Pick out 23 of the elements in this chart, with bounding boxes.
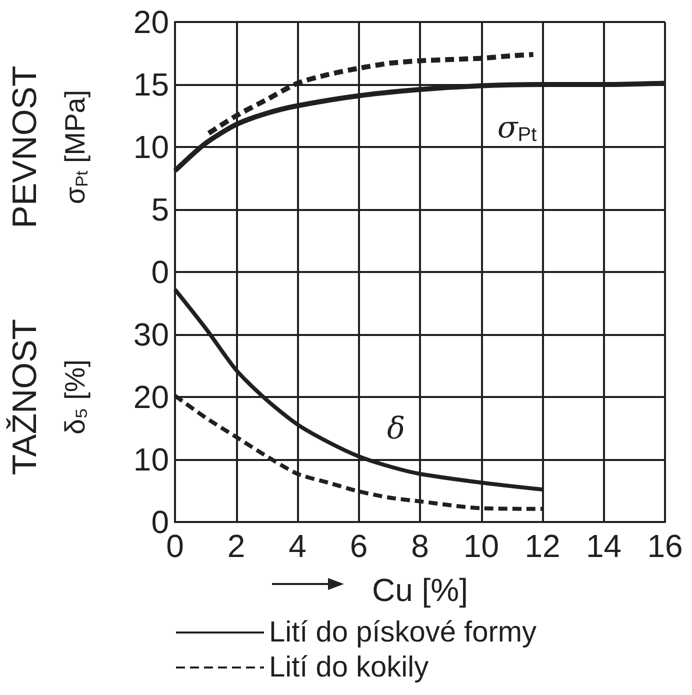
x-tick-label: 6 [350, 528, 368, 564]
x-tick-label: 16 [647, 528, 683, 564]
y-axis-title: TAŽNOST δ₅ [%] [6, 318, 90, 476]
y-tick-label: 0 [151, 504, 169, 540]
x-tick-label: 10 [463, 528, 500, 564]
y-tick-label: 10 [133, 442, 169, 478]
y-tick-label: 0 [151, 254, 169, 290]
y-tick-label: 20 [133, 379, 169, 415]
x-tick-label: 4 [288, 528, 306, 564]
annotation: σPt [497, 110, 538, 146]
x-tick-label: 2 [227, 528, 246, 564]
x-tick-label: 12 [524, 528, 560, 564]
y-tick-label: 20 [133, 4, 169, 40]
x-axis-title: Cu [%] [372, 572, 468, 608]
x-tick-label: 8 [411, 528, 429, 564]
y-tick-label: 10 [133, 129, 169, 165]
y-tick-label: 15 [133, 66, 169, 102]
y-tick-label: 30 [133, 316, 169, 352]
y-tick-label: 5 [151, 192, 169, 228]
legend-label: Lití do pískové formy [269, 616, 538, 648]
annotation: δ [386, 412, 406, 446]
legend-label: Lití do kokily [269, 652, 430, 684]
x-tick-label: 14 [586, 528, 622, 564]
